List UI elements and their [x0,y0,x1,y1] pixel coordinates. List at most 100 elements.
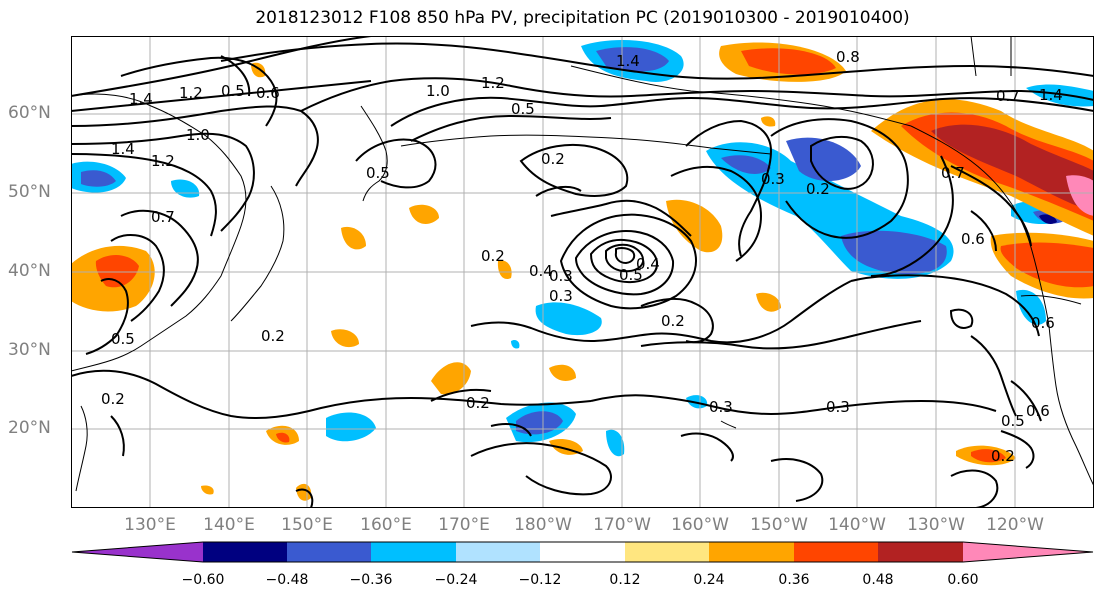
colorbar-segment [709,542,794,562]
precip-neg-patch [606,429,625,457]
contour-label: 1.2 [151,152,175,170]
lon-label-170w: 170°W [593,515,651,535]
contour-label: 0.4 [529,262,553,280]
pv-contour-line [490,423,532,437]
pv-contour-line [295,488,314,508]
lon-label-150e: 150°E [281,515,333,535]
pv-contour-line [71,105,319,187]
contour-label: 0.2 [661,312,685,330]
pv-contour-line [559,213,697,310]
pv-contour-line [670,165,763,262]
contour-label: 0.2 [806,180,830,198]
precip-neg-patch [511,339,520,349]
pv-contour-line [770,458,824,502]
pv-contour-line [410,114,612,142]
lon-label-150w: 150°W [750,515,808,535]
colorbar [71,541,1094,563]
map-panel: 1.4 1.2 1.0 0.6 0.5 1.0 1.2 1.4 0.8 0.7 … [71,36,1094,508]
contour-label: 0.5 [111,330,135,348]
colorbar-outline [71,541,1094,563]
contour-label: 0.3 [709,398,733,416]
colorbar-tick-label: 0.12 [609,572,641,588]
contour-label: 0.2 [466,394,490,412]
colorbar-segment [456,542,540,562]
pv-contour-line [535,185,582,197]
pv-contour-line [574,229,675,296]
precip-neg-patch [721,155,771,174]
colorbar-segment [72,542,203,562]
pv-contours [71,36,1094,508]
precip-neg-patch [81,170,116,187]
contour-label: 0.7 [996,87,1020,105]
pv-contour-line [770,118,909,239]
lon-label-140e: 140°E [203,515,255,535]
contour-label: 1.4 [616,52,640,70]
precip-pos-patch [331,329,359,348]
contour-label: 0.5 [221,82,245,100]
contour-label: 0.3 [549,287,573,305]
pv-contour-line [1000,430,1035,469]
lat-label-40n: 40°N [8,261,51,281]
precip-neg-patch [326,412,376,442]
pv-contour-line [71,36,372,97]
precip-pos-patch [341,226,366,250]
pv-contour-line [470,280,852,344]
colorbar-segment [287,542,371,562]
contour-label-group: 1.4 1.2 1.0 0.6 0.5 1.0 1.2 1.4 0.8 0.7 … [101,48,1063,465]
coastline-na-interior [970,36,1082,305]
precipitation-shading-positive [71,42,1094,501]
colorbar-tick-label: −0.24 [434,572,478,588]
map-frame [71,36,1094,508]
contour-label: 0.3 [826,398,850,416]
contour-label: 1.4 [129,90,153,108]
map-title: 2018123012 F108 850 hPa PV, precipitatio… [255,8,910,28]
contour-label: 0.2 [991,447,1015,465]
pv-contour-line [1010,380,1042,422]
pv-contour-line [640,320,922,350]
pv-contour-line [110,415,125,457]
contour-label: 0.5 [1001,412,1025,430]
contour-label: 1.2 [481,74,505,92]
contour-label: 0.4 [636,255,660,273]
colorbar-tick-label: 0.36 [778,572,810,588]
pv-contour-line [970,210,997,252]
colorbar-segment [540,542,625,562]
contour-label: 0.5 [619,266,643,284]
lon-label-130w: 130°W [907,515,965,535]
contour-label: 1.0 [186,126,210,144]
colorbar-segment [794,542,878,562]
coastline-kamchatka [360,105,388,202]
pv-contour-line [120,56,278,127]
pv-contour-line [550,199,692,237]
colorbar-tick-label: 0.60 [947,572,979,588]
pv-contour-line [949,308,974,329]
contour-label: 0.5 [511,100,535,118]
pv-contour-line [110,234,165,322]
coastline-asia [71,93,247,372]
contour-label: 0.6 [1031,314,1055,332]
contour-label: 0.7 [151,208,175,226]
pv-contour-line [300,77,1094,112]
colorbar-tick-label: −0.48 [265,572,309,588]
lat-label-20n: 20°N [8,418,51,438]
contour-label: 1.2 [179,84,203,102]
precip-pos-patch [276,432,290,443]
precip-pos-patch [971,449,1006,463]
precip-pos-patch [1000,242,1094,288]
pv-contour-line [470,442,612,496]
precip-pos-patch [497,260,512,280]
pv-contour-line [680,432,734,462]
precip-neg-patch [535,302,602,336]
pv-contour-line [614,247,636,265]
pv-contour-line [71,80,372,112]
pv-contour-line [355,138,437,189]
pv-contour-line [590,394,997,416]
precip-pos-patch [409,204,439,224]
coastline-aleutians [400,134,772,155]
contour-label: 0.6 [256,84,280,102]
contour-label: 0.2 [261,327,285,345]
contour-label: 0.6 [961,230,985,248]
coastline-philippines [75,405,88,492]
colorbar-segment [203,542,287,562]
contour-label: 0.2 [481,247,505,265]
